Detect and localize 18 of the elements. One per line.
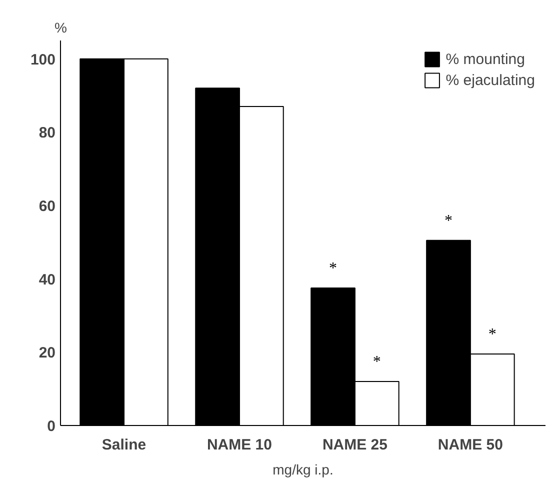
annotation: *: [488, 326, 496, 343]
legend-label: % ejaculating: [446, 72, 535, 88]
legend-label: % mounting: [446, 50, 525, 68]
x-tick-label: NAME 25: [322, 436, 388, 454]
annotation: *: [372, 354, 381, 370]
y-tick-label: 0: [47, 418, 56, 435]
y-tick-label: 40: [38, 271, 56, 288]
x-tick-label: Saline: [102, 436, 146, 454]
annotation: *: [444, 212, 452, 230]
annotation: *: [329, 260, 338, 277]
y-tick-label: 80: [38, 124, 56, 142]
y-axis-title: %: [54, 20, 67, 36]
x-tick-label: NAME 10: [206, 436, 272, 454]
y-tick-label: 20: [38, 344, 56, 362]
y-tick-label: 60: [38, 198, 56, 215]
x-axis-title: mg/kg i.p.: [272, 462, 334, 478]
x-tick-label: NAME 50: [438, 436, 503, 454]
y-tick-label: 100: [30, 51, 56, 68]
